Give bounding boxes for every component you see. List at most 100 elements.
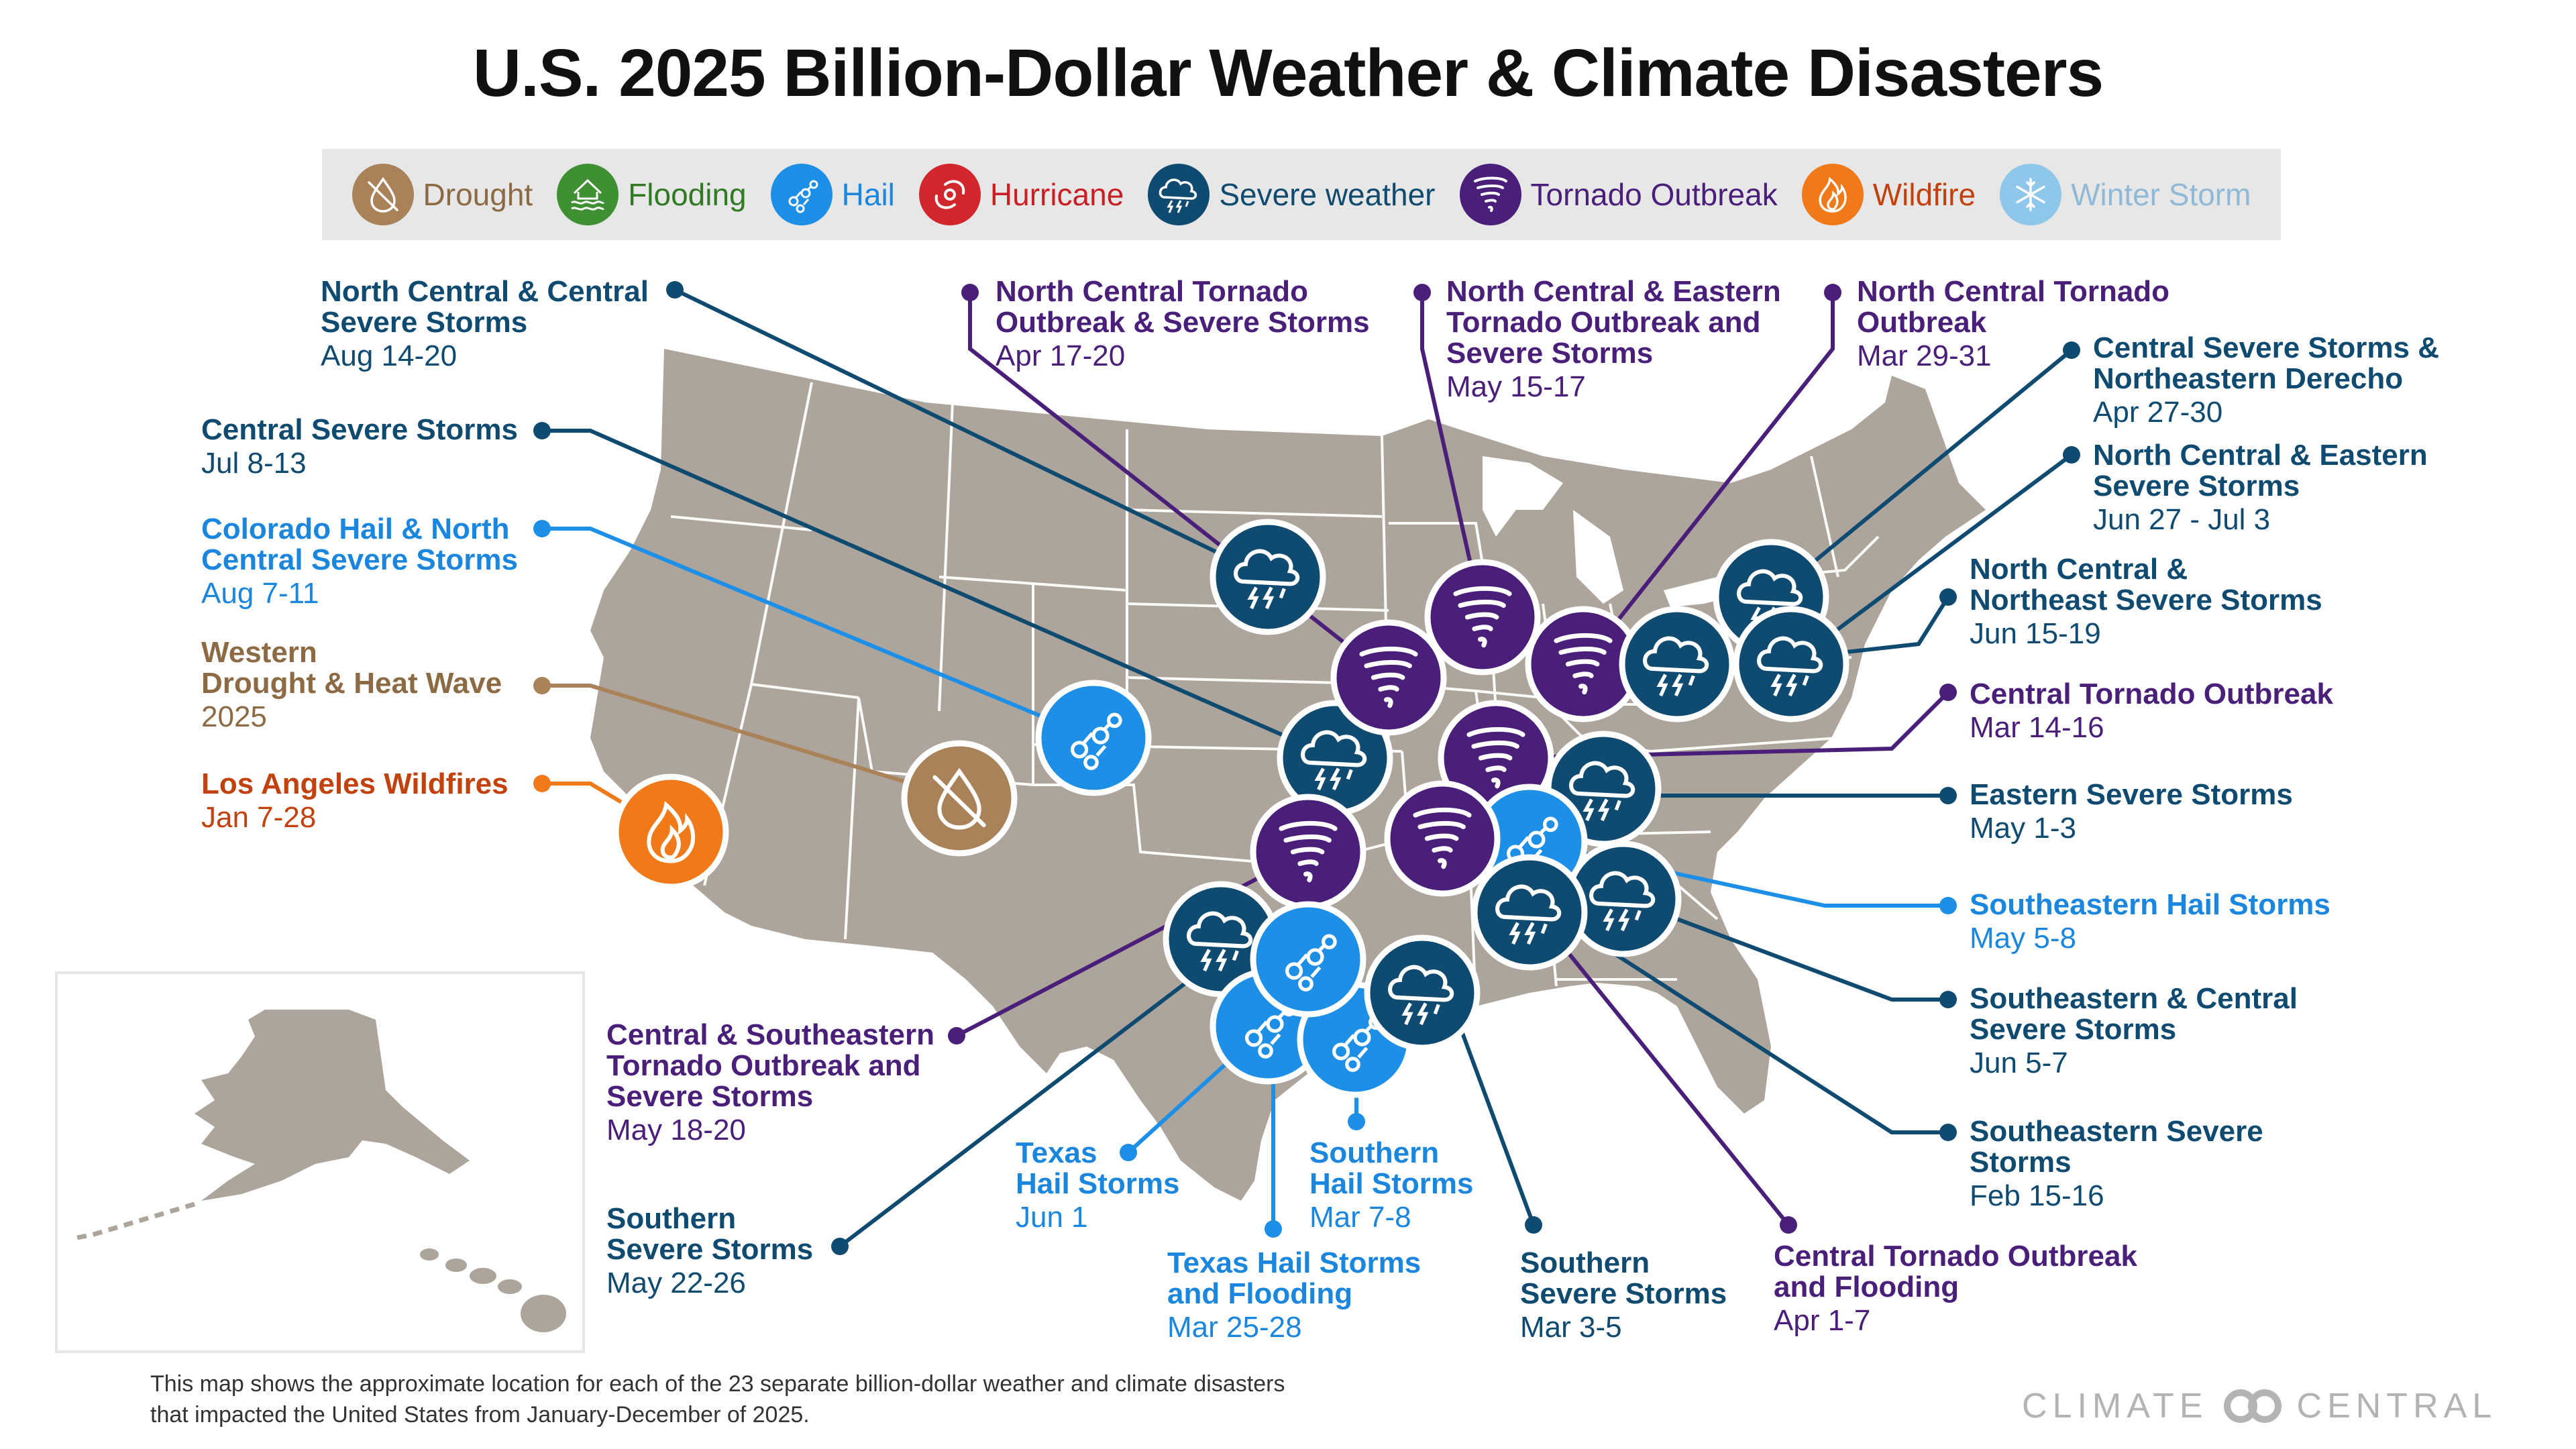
event-label: Texas Hail Storms and Flooding Mar 25-28 bbox=[1167, 1248, 1421, 1343]
brand-mark-icon bbox=[2223, 1389, 2282, 1423]
event-name: North Central & Eastern Tornado Outbreak… bbox=[1446, 275, 1781, 370]
tornado-marker[interactable] bbox=[1250, 794, 1366, 910]
legend-item-flooding: Flooding bbox=[557, 164, 747, 225]
legend-item-hail: Hail bbox=[770, 164, 895, 225]
tornado-marker[interactable] bbox=[1424, 559, 1541, 676]
event-dates: Aug 7-11 bbox=[201, 577, 319, 610]
leader-line bbox=[955, 850, 1309, 1038]
page-title: U.S. 2025 Billion-Dollar Weather & Clima… bbox=[472, 36, 2104, 111]
event-dates: Apr 1-7 bbox=[1774, 1304, 1871, 1337]
event-label: Los Angeles Wildfires Jan 7-28 bbox=[201, 769, 508, 833]
event-dates: May 5-8 bbox=[1970, 922, 2076, 955]
event-label: Central Tornado Outbreak and Flooding Apr… bbox=[1774, 1241, 2137, 1336]
event-dates: Feb 15-16 bbox=[1970, 1179, 2104, 1212]
event-name: North Central & Eastern Severe Storms bbox=[2093, 439, 2428, 502]
event-label: Colorado Hail & North Central Severe Sto… bbox=[201, 514, 518, 609]
hurricane-icon bbox=[918, 164, 981, 225]
leader-dot bbox=[533, 520, 551, 537]
event-dates: Mar 29-31 bbox=[1857, 339, 1992, 372]
brand-text-part-2: CENTRAL bbox=[2296, 1387, 2498, 1426]
leader-line bbox=[839, 944, 1236, 1248]
drought-marker[interactable] bbox=[901, 740, 1018, 857]
leader-dot bbox=[1939, 787, 1957, 804]
event-name: North Central Tornado Outbreak bbox=[1857, 275, 2170, 339]
event-markers bbox=[612, 519, 1849, 1098]
leader-line bbox=[1420, 292, 1485, 618]
leader-line bbox=[674, 288, 1269, 579]
event-dates: Mar 3-5 bbox=[1520, 1311, 1622, 1344]
flame-marker[interactable] bbox=[612, 773, 729, 890]
leader-line bbox=[1581, 292, 1835, 665]
event-name: Texas Hail Storms and Flooding bbox=[1167, 1246, 1421, 1310]
event-dates: Mar 25-28 bbox=[1167, 1311, 1302, 1344]
leader-dot bbox=[2063, 341, 2080, 359]
leader-dot bbox=[1525, 1216, 1542, 1234]
legend-label-wildfire: Wildfire bbox=[1872, 177, 1976, 212]
hail-marker[interactable] bbox=[1250, 901, 1366, 1018]
event-label: Southeastern Severe Storms Feb 15-16 bbox=[1970, 1116, 2263, 1212]
storm-cloud-marker[interactable] bbox=[1619, 606, 1735, 722]
hail-marker[interactable] bbox=[1035, 680, 1152, 796]
leader-dot bbox=[1939, 588, 1957, 606]
leader-line bbox=[542, 429, 1336, 760]
leader-line bbox=[1622, 897, 1948, 1002]
event-name: Eastern Severe Storms bbox=[1970, 778, 2293, 811]
leader-dot bbox=[533, 775, 551, 792]
legend: Drought Flooding Hail Hurricane Severe w… bbox=[322, 149, 2281, 240]
event-dates: Aug 14-20 bbox=[321, 339, 458, 372]
event-name: North Central Tornado Outbreak & Severe … bbox=[996, 275, 1370, 339]
storm-cloud-marker[interactable] bbox=[1471, 854, 1588, 971]
legend-label-flooding: Flooding bbox=[628, 177, 747, 212]
legend-item-drought: Drought bbox=[352, 164, 533, 225]
snowflake-icon bbox=[2000, 164, 2062, 225]
event-dates: Jul 8-13 bbox=[201, 447, 307, 480]
event-dates: May 22-26 bbox=[606, 1267, 746, 1299]
storm-cloud-marker[interactable] bbox=[1210, 519, 1326, 635]
leader-dot bbox=[831, 1238, 849, 1255]
leader-dot bbox=[1939, 684, 1957, 701]
hawaii-shape bbox=[420, 1248, 566, 1332]
leader-dot bbox=[1265, 1220, 1282, 1238]
legend-label-drought: Drought bbox=[423, 177, 533, 212]
tornado-marker[interactable] bbox=[1384, 780, 1501, 897]
event-dates: May 18-20 bbox=[606, 1114, 746, 1146]
event-label: North Central & Northeast Severe Storms J… bbox=[1970, 554, 2322, 649]
event-dates: Jun 1 bbox=[1016, 1201, 1088, 1234]
event-label: North Central & Eastern Severe Storms Jun… bbox=[2093, 440, 2428, 535]
event-dates: Mar 14-16 bbox=[1970, 711, 2104, 744]
legend-item-wildfire: Wildfire bbox=[1801, 164, 1976, 225]
storm-cloud-icon bbox=[1148, 164, 1210, 225]
brand-logo: CLIMATE CENTRAL bbox=[2022, 1386, 2497, 1426]
event-name: Central Severe Storms bbox=[201, 413, 518, 446]
event-dates: Jun 15-19 bbox=[1970, 617, 2101, 650]
event-label: Southeastern & Central Severe Storms Jun … bbox=[1970, 983, 2298, 1079]
event-name: Los Angeles Wildfires bbox=[201, 767, 508, 800]
legend-item-hurricane: Hurricane bbox=[918, 164, 1124, 225]
tornado-marker[interactable] bbox=[1330, 619, 1447, 736]
event-dates: Jan 7-28 bbox=[201, 801, 317, 834]
hail-icon bbox=[770, 164, 833, 225]
tornado-icon bbox=[1459, 164, 1521, 225]
leader-dot bbox=[1939, 897, 1957, 914]
storm-cloud-marker[interactable] bbox=[1364, 934, 1481, 1051]
event-name: Western Drought & Heat Wave bbox=[201, 636, 502, 700]
legend-label-hurricane: Hurricane bbox=[989, 177, 1124, 212]
event-label: Western Drought & Heat Wave 2025 bbox=[201, 637, 502, 733]
brand-text-part-1: CLIMATE bbox=[2022, 1387, 2208, 1426]
leader-dot bbox=[666, 281, 684, 299]
event-label: North Central Tornado Outbreak & Severe … bbox=[996, 276, 1370, 372]
event-name: Southeastern Hail Storms bbox=[1970, 888, 2330, 921]
aleutian-islands bbox=[76, 1201, 196, 1240]
event-label: Central Severe Storms Jul 8-13 bbox=[201, 415, 518, 479]
event-label: Southeastern Hail Storms May 5-8 bbox=[1970, 890, 2330, 954]
tornado-marker[interactable] bbox=[1525, 606, 1642, 722]
storm-cloud-marker[interactable] bbox=[1565, 841, 1682, 957]
storm-cloud-marker[interactable] bbox=[1733, 606, 1849, 722]
drought-icon bbox=[352, 164, 414, 225]
leader-dot bbox=[533, 422, 551, 439]
event-label: North Central & Eastern Tornado Outbreak… bbox=[1446, 276, 1781, 402]
footnote: This map shows the approximate location … bbox=[150, 1371, 1285, 1428]
leader-line bbox=[542, 684, 960, 800]
event-label: Central & Southeastern Tornado Outbreak … bbox=[606, 1020, 934, 1146]
event-name: Southeastern & Central Severe Storms bbox=[1970, 982, 2298, 1046]
